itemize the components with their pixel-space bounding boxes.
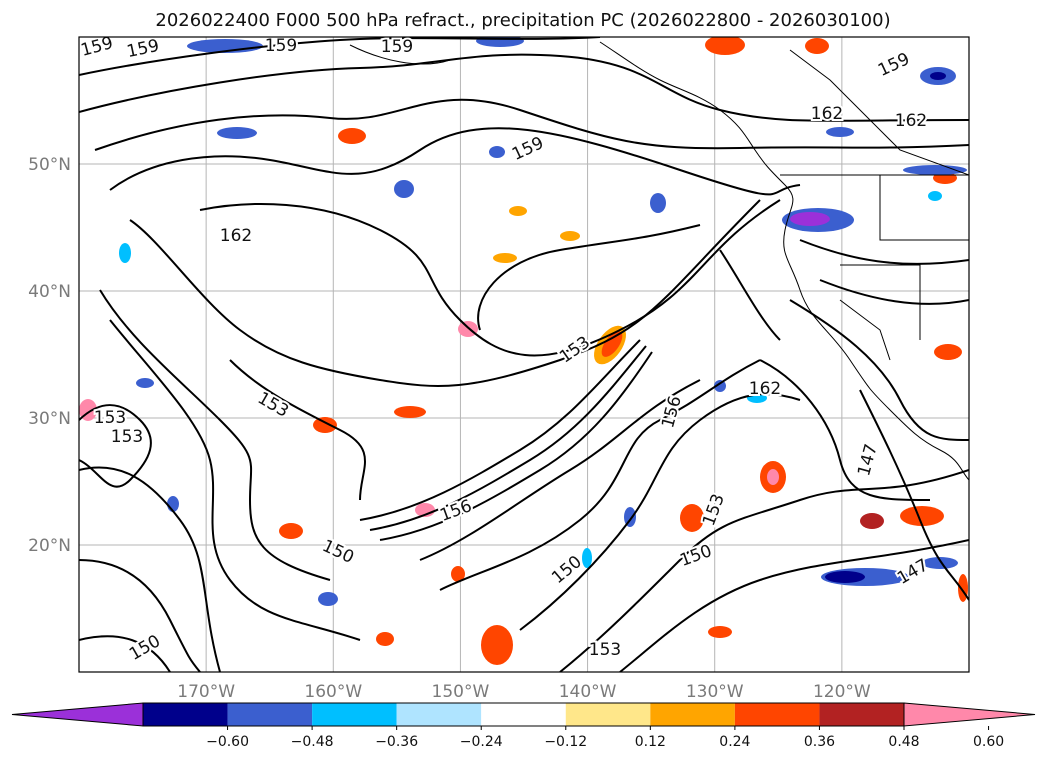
colorbar-tick-label: −0.60: [206, 734, 249, 750]
latitude-tick-label: 50°N: [28, 155, 71, 175]
longitude-tick-label: 160°W: [304, 682, 362, 702]
colorbar-tick-label: 0.48: [888, 734, 919, 750]
colorbar-segment: [819, 703, 904, 726]
colorbar-segment: [650, 703, 735, 726]
graticule: [79, 37, 969, 672]
colorbar-tick-label: −0.36: [375, 734, 418, 750]
contour-label: 162: [895, 111, 927, 131]
colorbar-segment: [565, 703, 651, 726]
colorbar-segment: [734, 703, 820, 726]
contour-label: 162: [811, 104, 843, 124]
colorbar-tick-label: 0.60: [973, 734, 1004, 750]
colorbar-tick-label: 0.24: [719, 734, 750, 750]
colorbar-tick-label: −0.12: [544, 734, 587, 750]
longitude-tick-label: 130°W: [686, 682, 744, 702]
colorbar-extend-high: [903, 702, 1036, 727]
refractivity-contours: [79, 37, 969, 672]
latitude-tick-label: 20°N: [28, 536, 71, 556]
colorbar-segment: [481, 703, 566, 726]
contour-label: 153: [589, 640, 621, 660]
colorbar-extend-low: [11, 702, 144, 727]
colorbar: −0.60 −0.48 −0.36 −0.24 −0.12 0.12 0.24 0.36 0.4…: [11, 702, 1036, 750]
coastlines: [349, 41, 969, 481]
colorbar-tick-label: 0.36: [804, 734, 835, 750]
latitude-tick-label: 30°N: [28, 409, 71, 429]
longitude-ticks: 170°W 160°W 150°W 140°W 130°W 120°W: [177, 682, 871, 702]
longitude-tick-label: 150°W: [432, 682, 490, 702]
longitude-tick-label: 170°W: [177, 682, 235, 702]
colorbar-tick-label: −0.48: [291, 734, 334, 750]
longitude-tick-label: 120°W: [813, 682, 871, 702]
map-frame: [78, 36, 970, 673]
colorbar-frame: [142, 702, 905, 727]
colorbar-segment: [227, 703, 313, 726]
colorbar-segment: [396, 703, 482, 726]
contour-label: 159: [381, 37, 413, 57]
longitude-tick-label: 140°W: [559, 682, 617, 702]
contour-label: 153: [111, 427, 143, 447]
chart-title: 2026022400 F000 500 hPa refract., precip…: [155, 10, 890, 31]
colorbar-segment: [312, 703, 397, 726]
colorbar-segment: [143, 703, 228, 726]
colorbar-tick-label: 0.12: [635, 734, 666, 750]
latitude-tick-label: 40°N: [28, 282, 71, 302]
latitude-ticks: 20°N 30°N 40°N 50°N: [28, 155, 71, 556]
contour-label: 159: [265, 36, 297, 56]
contour-label: 162: [749, 379, 781, 399]
contour-label: 162: [220, 226, 252, 246]
colorbar-tick-label: −0.24: [460, 734, 503, 750]
contour-label: 153: [94, 408, 126, 428]
